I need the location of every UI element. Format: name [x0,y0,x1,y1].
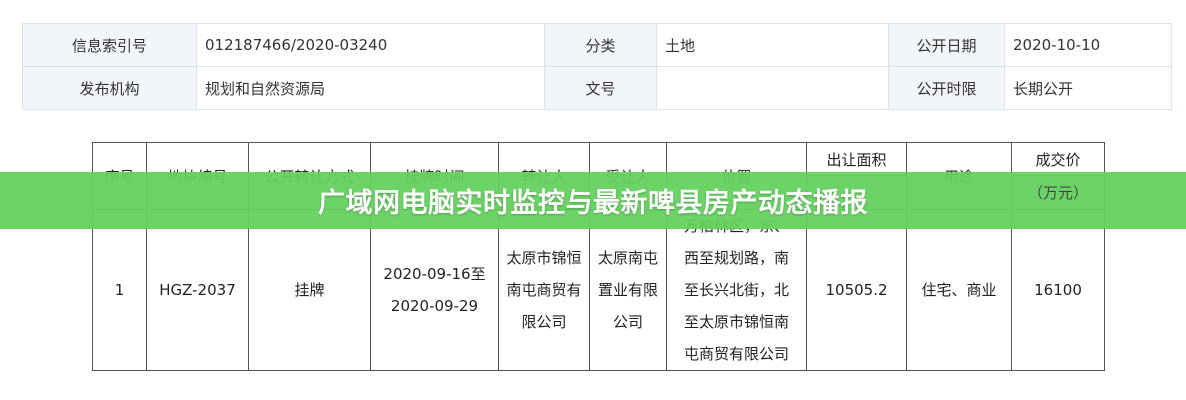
location-line: 至太原市锦恒南 [683,313,789,331]
doc-number-value [656,66,889,110]
publisher-label: 发布机构 [22,66,197,110]
table-row: 1 HGZ-2037 挂牌 2020-09-16至 2020-09-29 太原市… [92,209,1105,371]
category-value: 土地 [656,23,889,67]
header-area: 出让面积 [806,142,907,176]
info-table: 信息索引号 012187466/2020-03240 分类 土地 公开日期 20… [22,23,1172,110]
cell-location: 万柏林区，东、 西至规划路，南 至长兴北街，北 至太原市锦恒南 屯商贸有限公司 [666,209,807,371]
cell-seq: 1 [92,209,147,371]
cell-parcel: HGZ-2037 [146,209,249,371]
disclosure-period-label: 公开时限 [888,66,1005,110]
index-label: 信息索引号 [22,23,197,67]
location-line: 屯商贸有限公司 [683,345,789,363]
transferee-line: 公司 [612,313,643,331]
cell-area: 10505.2 [806,209,907,371]
time-line: 2020-09-29 [390,297,479,315]
disclosure-period-value: 长期公开 [1004,66,1172,110]
info-row: 发布机构 规划和自然资源局 文号 公开时限 长期公开 [22,66,1172,110]
cell-transferee: 太原南屯 置业有限 公司 [589,209,667,371]
header-row: 序号 地块编号 公开转让方式 挂牌时间 转让人 受让人 位置 出让面积 用途 成… [92,142,1105,210]
transferor-line: 太原市锦恒 [506,249,582,267]
cell-use: 住宅、商业 [906,209,1012,371]
header-price-unit: （万元） [1011,175,1105,210]
cell-time: 2020-09-16至 2020-09-29 [370,209,499,371]
time-line: 2020-09-16至 [383,265,486,283]
publisher-value: 规划和自然资源局 [196,66,545,110]
cell-method: 挂牌 [248,209,371,371]
transferee-line: 太原南屯 [597,249,658,267]
doc-number-label: 文号 [544,66,657,110]
publish-date-value: 2020-10-10 [1004,23,1172,67]
header-price: 成交价 [1011,142,1105,176]
banner-title: 广域网电脑实时监控与最新啤县房产动态播报 [318,188,868,219]
title-banner: 广域网电脑实时监控与最新啤县房产动态播报 [0,172,1186,229]
publish-date-label: 公开日期 [888,23,1005,67]
location-line: 至长兴北街，北 [683,281,789,299]
transferor-line: 南屯商贸有 [506,281,582,299]
category-label: 分类 [544,23,657,67]
info-row: 信息索引号 012187466/2020-03240 分类 土地 公开日期 20… [22,23,1172,67]
transferor-line: 限公司 [521,313,567,331]
cell-price: 16100 [1011,209,1105,371]
cell-transferor: 太原市锦恒 南屯商贸有 限公司 [498,209,590,371]
location-line: 西至规划路，南 [683,249,789,267]
transferee-line: 置业有限 [597,281,658,299]
index-value: 012187466/2020-03240 [196,23,545,67]
